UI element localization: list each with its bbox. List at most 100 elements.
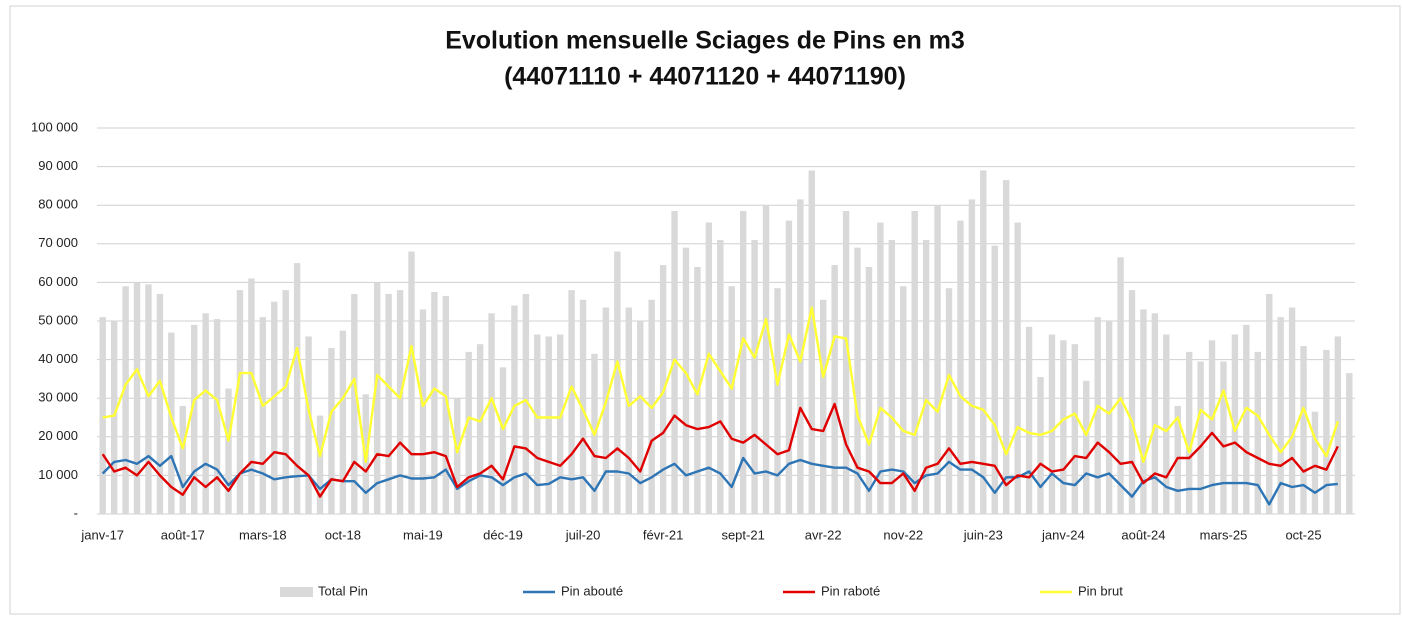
bar <box>877 222 884 514</box>
x-tick-label: mars-18 <box>239 527 287 542</box>
bar <box>1140 309 1147 514</box>
x-tick-label: mars-25 <box>1200 527 1248 542</box>
bar <box>236 290 244 514</box>
bar <box>122 286 129 514</box>
chart-title: Evolution mensuelle Sciages de Pins en m… <box>445 27 965 55</box>
bar <box>934 205 941 514</box>
bar <box>762 205 770 514</box>
y-tick-label: 80 000 <box>38 197 78 212</box>
bar <box>419 309 427 514</box>
bar <box>991 245 998 515</box>
bar <box>534 334 541 514</box>
bar <box>717 239 724 514</box>
bar <box>1311 411 1319 514</box>
bar <box>568 290 575 514</box>
bar <box>465 351 472 514</box>
bar <box>842 210 850 515</box>
bar <box>305 336 312 514</box>
bar <box>1334 336 1342 514</box>
bar <box>1128 290 1136 514</box>
bar <box>259 317 267 514</box>
bar <box>1254 351 1261 514</box>
bar <box>385 293 392 514</box>
bar <box>328 348 335 514</box>
line-series <box>102 306 1339 464</box>
bar <box>1048 334 1056 514</box>
bar <box>213 319 221 514</box>
bar <box>1105 321 1113 514</box>
bar <box>602 307 610 514</box>
bar <box>1208 340 1216 514</box>
bar <box>1288 307 1296 514</box>
x-tick-label: déc-19 <box>483 527 523 542</box>
bar <box>1083 380 1090 514</box>
bar <box>248 278 255 514</box>
bar <box>522 293 530 514</box>
y-tick-label: 60 000 <box>38 274 78 289</box>
bar <box>831 265 838 514</box>
x-tick-label: oct-25 <box>1285 527 1321 542</box>
bar <box>614 251 621 514</box>
x-tick-label: mai-19 <box>403 527 443 542</box>
bar <box>911 210 918 515</box>
bar <box>408 251 415 514</box>
legend-swatch <box>280 587 313 597</box>
bar <box>293 263 301 514</box>
bar <box>511 305 518 514</box>
x-tick-label: avr-22 <box>805 527 842 542</box>
bar <box>225 388 232 514</box>
bar <box>637 321 644 514</box>
bar <box>980 170 987 514</box>
y-tick-label: 20 000 <box>38 428 78 443</box>
bar <box>556 334 564 514</box>
bar <box>431 292 438 514</box>
x-tick-label: janv-24 <box>1041 527 1085 542</box>
y-tick-label: 100 000 <box>31 119 78 134</box>
bar <box>579 299 587 514</box>
bar <box>625 307 632 514</box>
bar <box>1323 349 1330 514</box>
bar <box>454 398 461 514</box>
legend-label: Pin brut <box>1078 583 1123 598</box>
bar <box>1002 180 1010 515</box>
bar <box>351 293 358 514</box>
bar <box>1037 376 1044 514</box>
bar <box>373 282 381 514</box>
bar <box>957 220 964 514</box>
x-tick-label: juil-20 <box>565 527 601 542</box>
x-tick-label: janv-17 <box>80 527 124 542</box>
x-tick-label: août-17 <box>161 527 205 542</box>
bar <box>396 290 404 514</box>
x-tick-label: juin-23 <box>963 527 1003 542</box>
bar <box>1185 351 1193 514</box>
bar <box>145 284 152 514</box>
line-series <box>101 402 1339 498</box>
y-tick-label: 10 000 <box>38 467 78 482</box>
bar <box>728 286 735 514</box>
bar <box>1277 317 1284 514</box>
y-tick-label: 30 000 <box>38 390 78 405</box>
bar <box>488 313 495 514</box>
x-tick-label: sept-21 <box>721 527 764 542</box>
y-tick-label: 50 000 <box>38 312 78 327</box>
bar <box>1151 313 1159 514</box>
bar <box>682 247 690 514</box>
legend-label: Pin abouté <box>561 583 623 598</box>
bar <box>1346 373 1353 514</box>
bar <box>202 313 209 514</box>
bar <box>854 247 861 514</box>
bar <box>774 288 781 514</box>
bar <box>945 288 953 514</box>
legend-label: Pin raboté <box>821 583 880 598</box>
bar <box>271 301 278 514</box>
bar <box>133 282 141 514</box>
bar <box>1071 344 1079 514</box>
y-tick-label: 70 000 <box>38 235 78 250</box>
bar <box>156 293 164 514</box>
bar <box>316 415 324 514</box>
bar <box>1025 326 1033 514</box>
bar <box>739 210 747 515</box>
bar <box>751 239 758 514</box>
y-tick-label: 40 000 <box>38 351 78 366</box>
